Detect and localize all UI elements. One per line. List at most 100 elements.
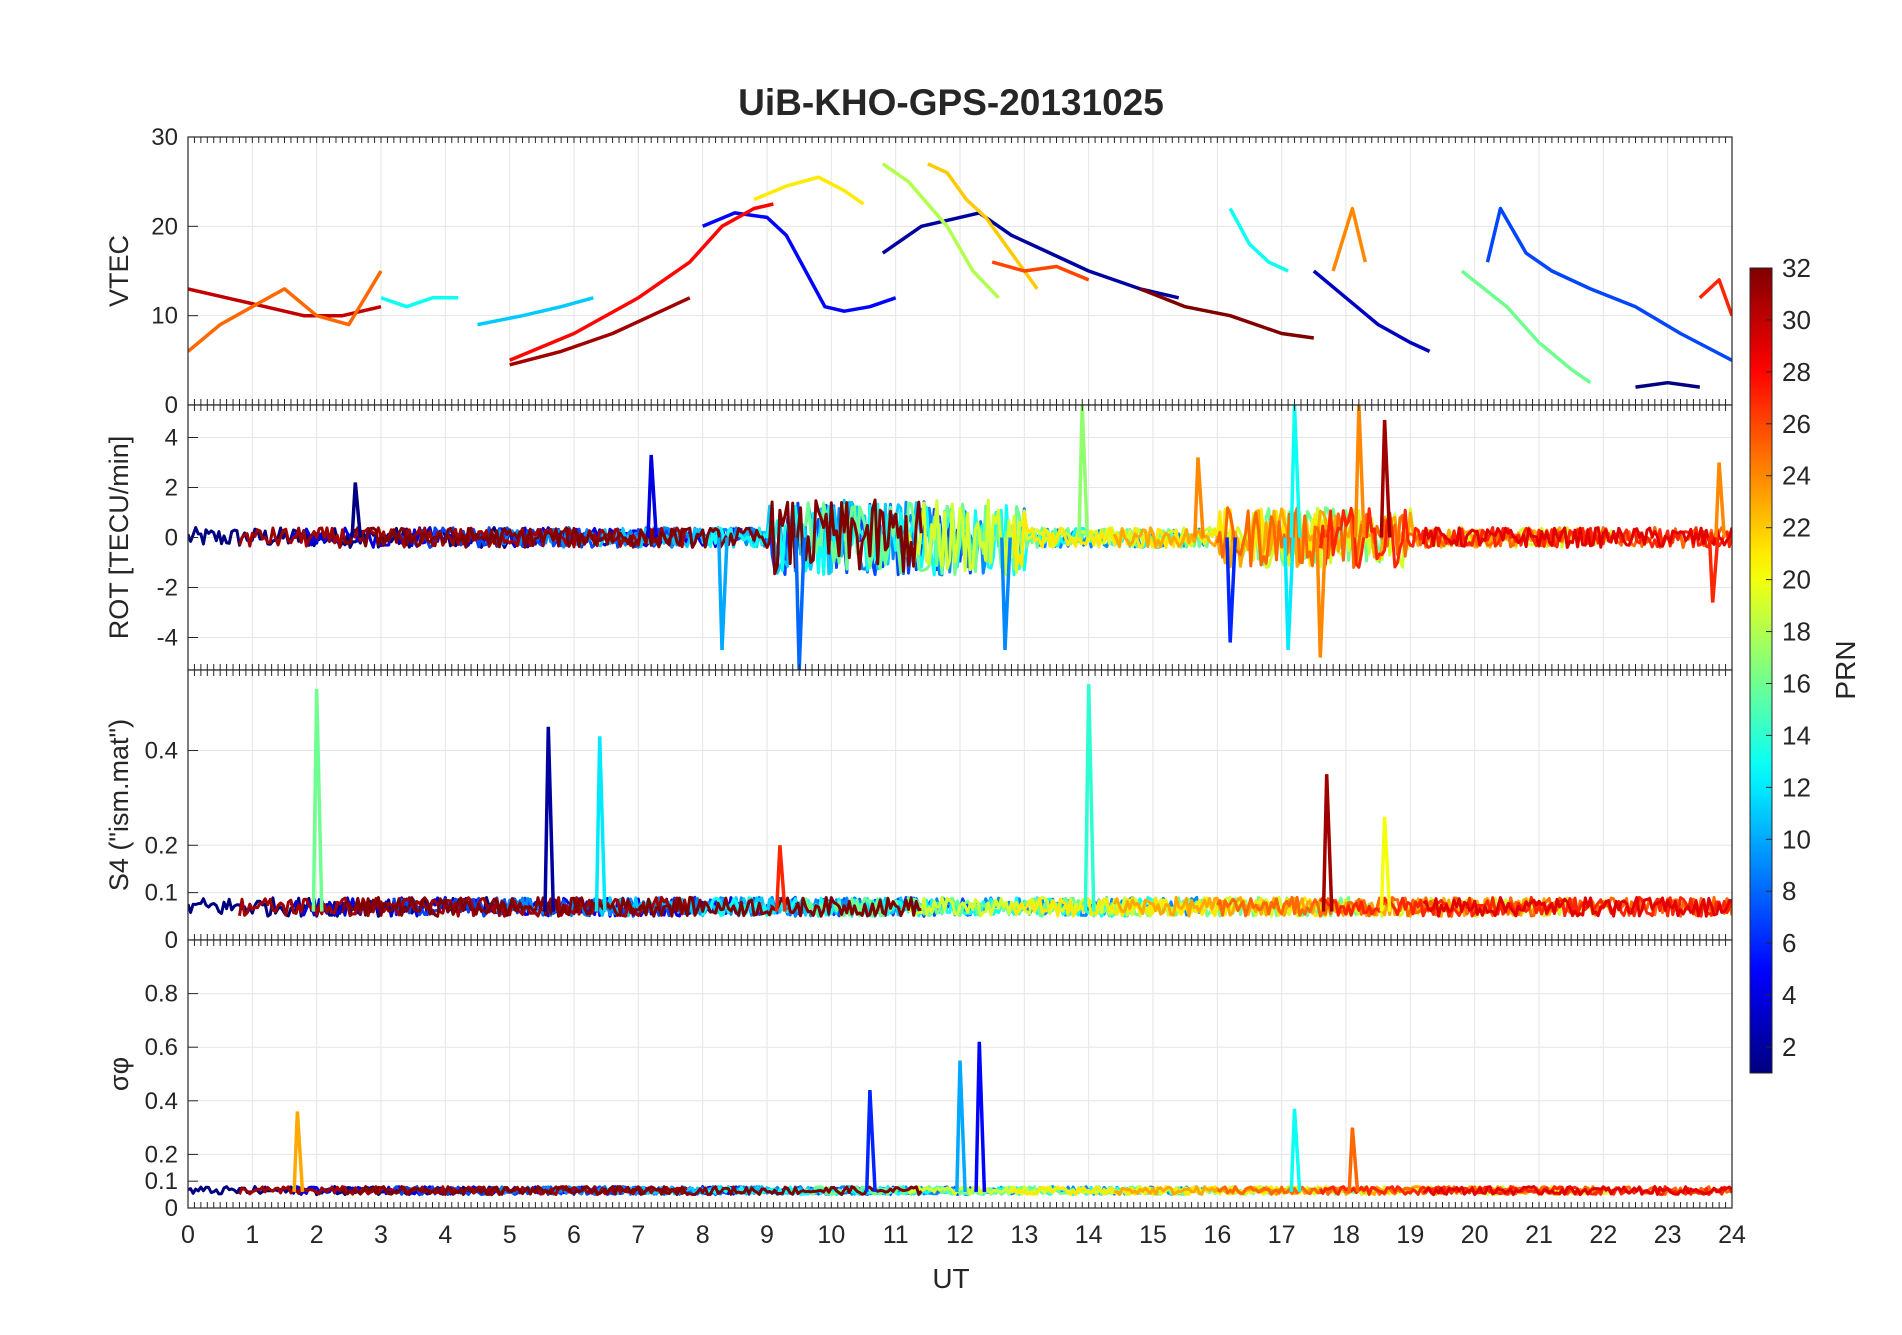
y-tick-label: 2 [165, 475, 178, 502]
spike-prn-6 [864, 1090, 877, 1192]
x-axis-label: UT [932, 1263, 969, 1294]
y-tick-label: 0.4 [145, 1088, 178, 1115]
x-tick-label: 23 [1654, 1221, 1682, 1249]
noise-trace-prn-32 [341, 1185, 923, 1197]
y-tick-label: 0 [165, 525, 178, 552]
x-tick-label: 17 [1268, 1221, 1296, 1249]
data-lines [188, 684, 1732, 918]
colorbar-label: PRN [1830, 640, 1861, 699]
spike-prn-13 [1289, 405, 1302, 538]
figure-title: UiB-KHO-GPS-20131025 [738, 82, 1164, 123]
x-tick-label: 9 [760, 1221, 774, 1249]
spike-prn-20 [1379, 816, 1392, 912]
spike-prn-2 [543, 726, 556, 912]
series-line-prn-22 [927, 162, 1039, 290]
y-axis-label: VTEC [104, 235, 134, 307]
spike-prn-8 [794, 537, 807, 670]
colorbar-tick-label: 4 [1782, 980, 1796, 1010]
spike-prn-31 [1379, 419, 1392, 538]
y-tick-label: 0.8 [145, 981, 178, 1008]
panel-4: 00.10.2 0.4 0.6 0.8 σφ [104, 939, 1733, 1222]
x-tick-label: 10 [817, 1221, 845, 1249]
colorbar-tick-label: 10 [1782, 824, 1811, 854]
y-tick-label: 0.1 [145, 880, 178, 907]
x-tick-label: 3 [374, 1221, 388, 1249]
x-tick-label: 4 [438, 1221, 452, 1249]
spike-prn-12 [1283, 537, 1295, 651]
series-line-prn-27 [1698, 278, 1732, 317]
data-lines [188, 1041, 1732, 1197]
x-tick-label: 20 [1461, 1221, 1489, 1249]
x-tick-label: 8 [696, 1221, 710, 1249]
series-line-prn-1 [1635, 380, 1701, 389]
series-line-prn-24 [1331, 206, 1368, 272]
spike-prn-27 [1707, 537, 1720, 603]
x-tick-label: 19 [1396, 1221, 1424, 1249]
noise-trace-prn-29 [1421, 526, 1732, 549]
x-tick-label: 11 [883, 1221, 909, 1249]
colorbar-tick-label: 30 [1782, 305, 1811, 335]
series-line-prn-7 [1485, 206, 1732, 362]
x-tick-label: 0 [181, 1221, 195, 1249]
colorbar-tick-label: 20 [1782, 565, 1811, 595]
noise-trace-prn-32 [341, 498, 923, 576]
series-line-prn-32 [1139, 287, 1315, 340]
spike-prn-12 [594, 736, 607, 912]
series-line-prn-13 [1228, 207, 1289, 273]
x-tick-label: 18 [1332, 1221, 1360, 1249]
data-lines [188, 162, 1732, 389]
spike-prn-24 [1714, 462, 1727, 538]
x-tick-label: 5 [503, 1221, 517, 1249]
series-line-prn-11 [477, 296, 594, 327]
spike-prn-9 [1000, 537, 1012, 651]
x-tick-label: 16 [1203, 1221, 1231, 1249]
y-tick-label: 0.1 [145, 1168, 178, 1195]
series-line-prn-21 [753, 175, 865, 206]
spike-prn-31 [1321, 774, 1334, 912]
grid [187, 940, 1733, 1209]
panel-2: -4 -2 0 2 4 ROT [TECU/min] [104, 404, 1733, 671]
spike-prn-14 [1083, 684, 1096, 912]
spike-prn-6 [1225, 537, 1238, 643]
noise-trace-prn-29 [1422, 1185, 1732, 1197]
colorbar-tick-label: 32 [1782, 253, 1811, 283]
x-tick-label: 22 [1589, 1221, 1617, 1249]
noise-trace-prn-29 [1422, 896, 1732, 918]
y-axis-label: S4 ("ism.mat") [104, 719, 134, 891]
x-tick-label: 21 [1525, 1221, 1553, 1249]
y-axis-label: ROT [TECU/min] [104, 436, 134, 640]
y-tick-label: 0 [165, 392, 178, 419]
spike-prn-10 [955, 1060, 967, 1192]
x-tick-label: 6 [567, 1221, 581, 1249]
y-tick-label: 4 [165, 425, 178, 452]
y-tick-label: 0.6 [145, 1034, 178, 1061]
spike-prn-27 [774, 845, 787, 912]
y-tick-label: -4 [157, 625, 178, 652]
y-tick-label: 30 [151, 124, 178, 151]
spike-prn-4 [646, 454, 659, 538]
x-tick-label: 1 [245, 1221, 259, 1249]
colorbar-tick-label: 2 [1782, 1032, 1796, 1062]
noise-trace-prn-11 [598, 1185, 922, 1196]
spike-prn-24 [1315, 537, 1328, 658]
colorbar-gradient [1749, 267, 1773, 1074]
data-lines [188, 405, 1732, 670]
series-line-prn-28 [509, 202, 774, 362]
x-tick-label: 13 [1010, 1221, 1038, 1249]
spike-prn-23 [292, 1111, 305, 1193]
colorbar-tick-label: 18 [1782, 617, 1811, 647]
colorbar-tick-label: 26 [1782, 409, 1811, 439]
series-line-prn-13 [380, 296, 459, 309]
noise-trace-prn-32 [340, 895, 922, 918]
y-tick-label: 0 [165, 1195, 178, 1222]
x-tick-label: 24 [1718, 1221, 1746, 1249]
series-line-prn-2 [881, 211, 1180, 300]
x-tick-label: 12 [946, 1221, 974, 1249]
panel-3: 0 0.1 0.2 0.4 S4 ("ism.mat") [104, 669, 1733, 954]
series-line-prn-16 [1460, 269, 1592, 385]
spike-prn-17 [1077, 405, 1090, 538]
y-tick-label: 0.4 [145, 738, 178, 765]
y-tick-label: 0.2 [145, 1141, 178, 1168]
